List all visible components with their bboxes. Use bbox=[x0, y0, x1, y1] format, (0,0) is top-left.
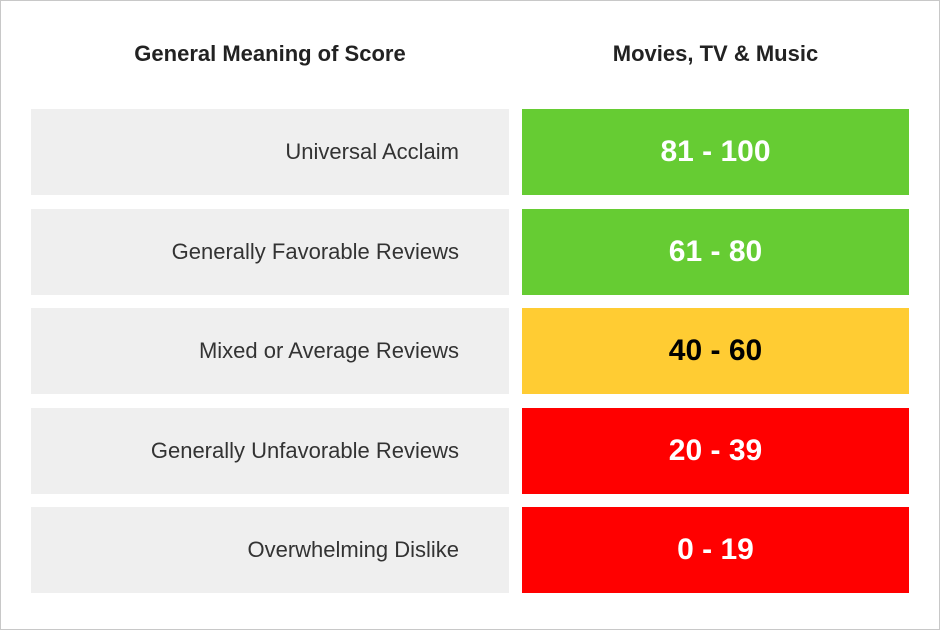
meaning-cell: Generally Favorable Reviews bbox=[31, 208, 509, 295]
meaning-cell: Generally Unfavorable Reviews bbox=[31, 407, 509, 494]
score-cell: 20 - 39 bbox=[522, 407, 909, 494]
meaning-cell: Mixed or Average Reviews bbox=[31, 308, 509, 394]
score-cell: 81 - 100 bbox=[522, 109, 909, 195]
score-cell: 61 - 80 bbox=[522, 208, 909, 295]
column-header: Movies, TV & Music bbox=[612, 41, 819, 66]
meaning-cell: Universal Acclaim bbox=[31, 109, 509, 195]
score-cell: 40 - 60 bbox=[522, 308, 909, 394]
score-cell: 0 - 19 bbox=[522, 507, 909, 593]
meaning-cell: Overwhelming Dislike bbox=[31, 507, 509, 593]
column-header: General Meaning of Score bbox=[134, 41, 406, 66]
